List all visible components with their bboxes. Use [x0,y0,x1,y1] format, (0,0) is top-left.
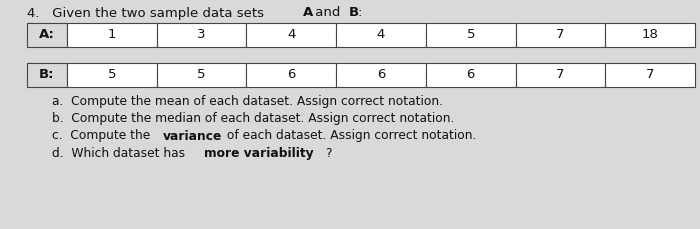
Bar [426,23,516,47]
Bar [516,63,606,87]
Text: 5: 5 [197,68,206,82]
Text: 3: 3 [197,28,206,41]
Bar [336,63,426,87]
Text: 7: 7 [646,68,654,82]
Text: variance: variance [162,130,222,142]
Bar [27,63,67,87]
Text: 4: 4 [377,28,385,41]
Text: 4: 4 [287,28,295,41]
Bar [606,63,695,87]
Text: 18: 18 [642,28,659,41]
Text: c.  Compute the: c. Compute the [52,130,154,142]
Bar [157,23,246,47]
Bar [246,63,336,87]
Bar [67,63,157,87]
Text: ?: ? [326,147,332,160]
Bar [67,23,157,47]
Text: 7: 7 [556,68,565,82]
Bar [246,23,336,47]
Text: of each dataset. Assign correct notation.: of each dataset. Assign correct notation… [223,130,477,142]
Text: A: A [302,6,313,19]
Text: 5: 5 [466,28,475,41]
Text: A:: A: [39,28,55,41]
Bar [27,23,67,47]
Bar [336,23,426,47]
Text: B: B [349,6,359,19]
Text: and: and [311,6,344,19]
Bar [516,23,606,47]
Bar [606,23,695,47]
Bar [157,63,246,87]
Text: 6: 6 [287,68,295,82]
Text: 6: 6 [377,68,385,82]
Text: :: : [357,6,361,19]
Bar [426,63,516,87]
Text: 4.   Given the two sample data sets: 4. Given the two sample data sets [27,6,268,19]
Text: 6: 6 [466,68,475,82]
Text: a.  Compute the mean of each dataset. Assign correct notation.: a. Compute the mean of each dataset. Ass… [52,95,443,107]
Text: 1: 1 [108,28,116,41]
Text: 7: 7 [556,28,565,41]
Text: B:: B: [39,68,55,82]
Text: 5: 5 [108,68,116,82]
Text: b.  Compute the median of each dataset. Assign correct notation.: b. Compute the median of each dataset. A… [52,112,454,125]
Text: more variability: more variability [204,147,314,160]
Text: d.  Which dataset has: d. Which dataset has [52,147,189,160]
